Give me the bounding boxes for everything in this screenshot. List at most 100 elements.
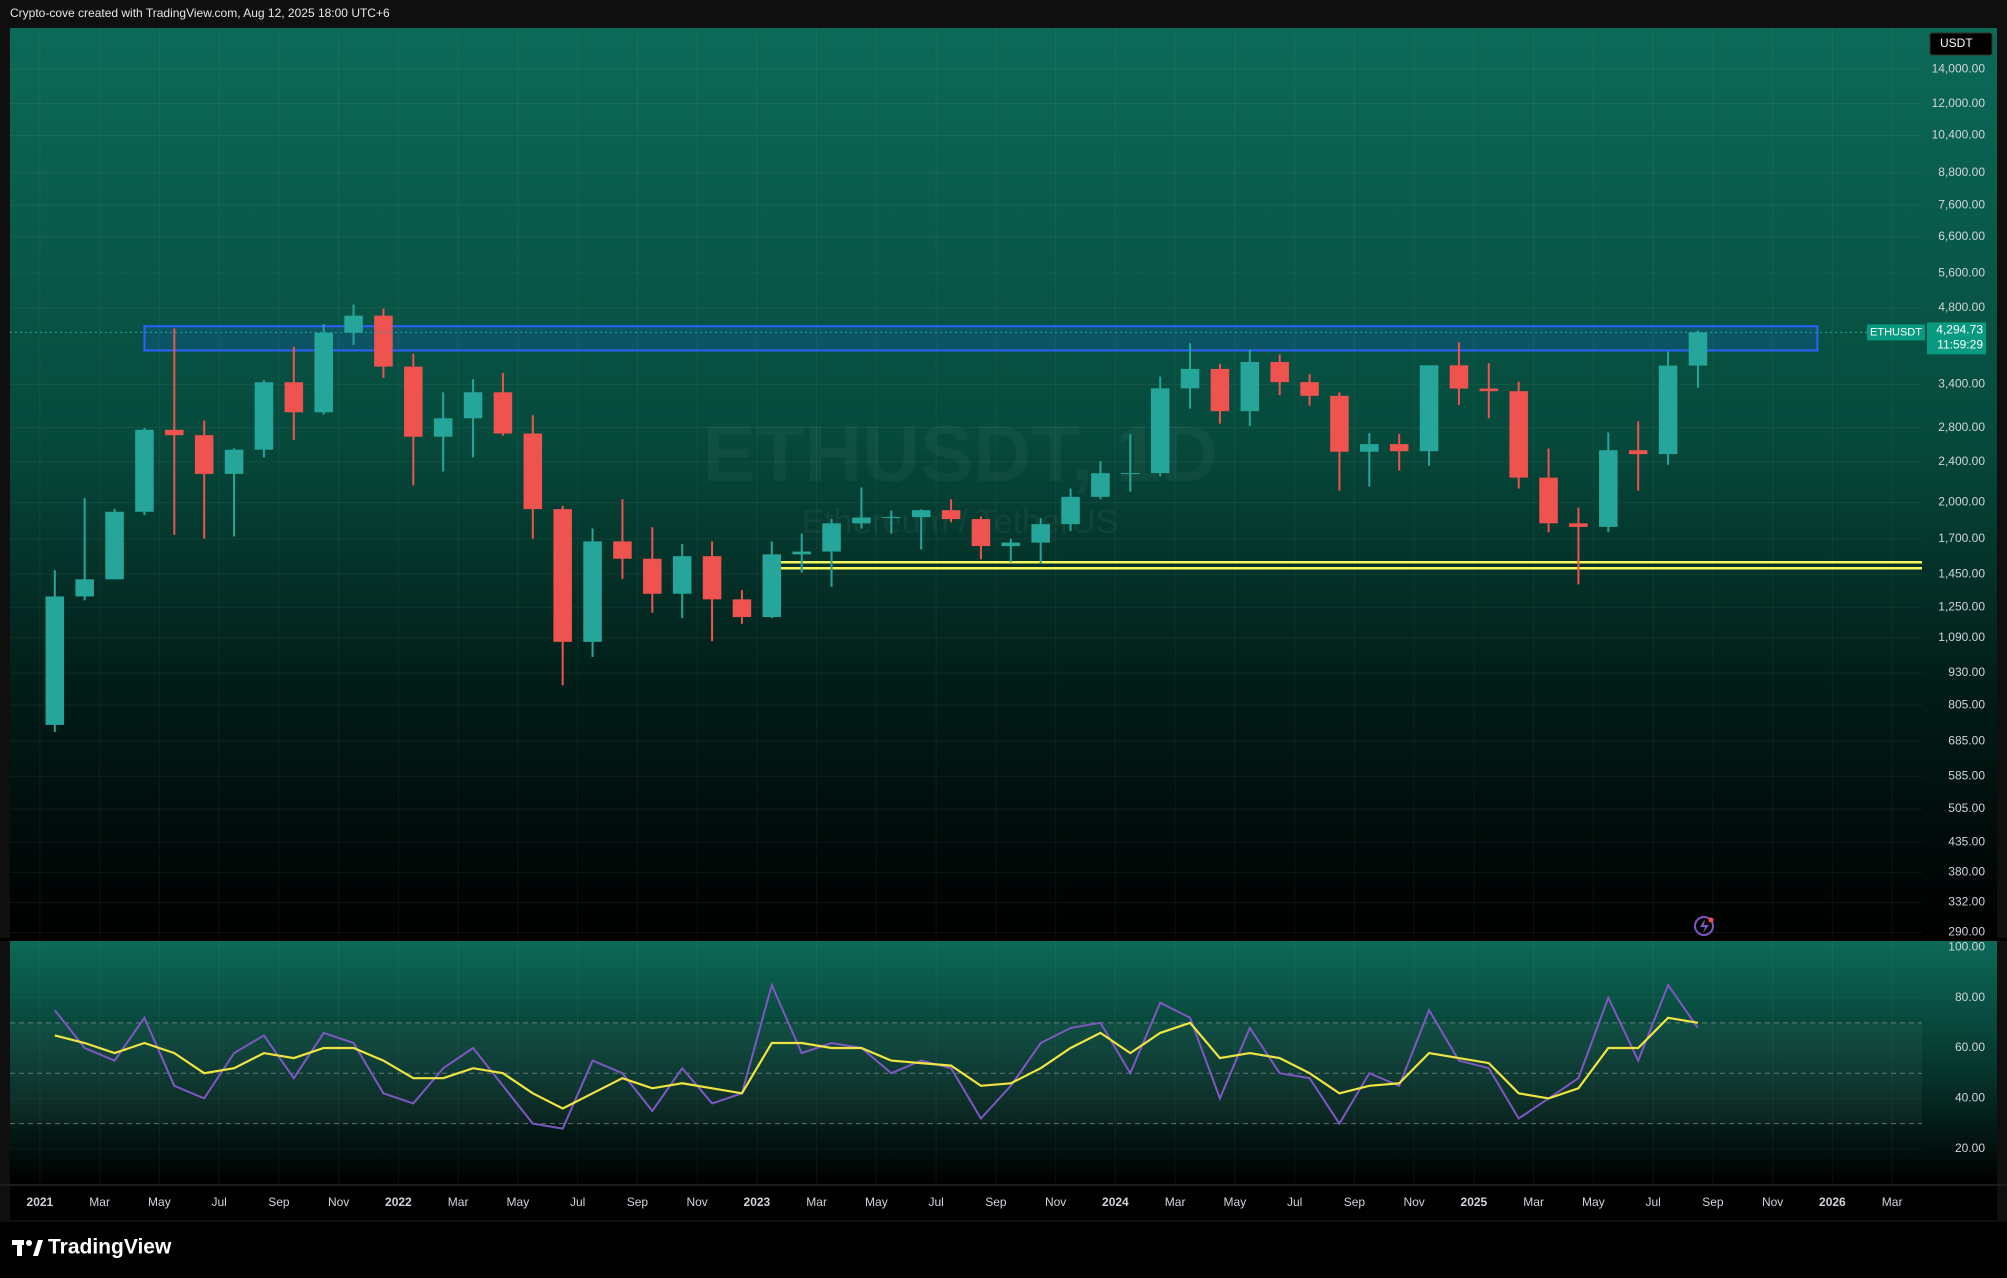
y-tick-label: 12,000.00 bbox=[1932, 96, 1986, 110]
header-title: Crypto-cove created with TradingView.com… bbox=[10, 6, 390, 20]
x-tick-label: Jul bbox=[1287, 1195, 1302, 1209]
candle-body bbox=[613, 541, 632, 559]
x-tick-label: May bbox=[507, 1195, 530, 1209]
rsi-line bbox=[54, 1016, 1699, 1110]
x-tick-label: 2025 bbox=[1461, 1195, 1488, 1209]
candle-body bbox=[583, 541, 602, 642]
rsi-tick-label: 60.00 bbox=[1955, 1040, 1985, 1054]
candle-body bbox=[1509, 391, 1528, 478]
x-tick-label: May bbox=[1224, 1195, 1247, 1209]
y-tick-label: 505.00 bbox=[1948, 801, 1985, 815]
candle-body bbox=[1270, 361, 1289, 383]
y-tick-label: 2,000.00 bbox=[1938, 495, 1985, 509]
price-pane bbox=[10, 28, 1997, 938]
candle-body bbox=[75, 579, 94, 597]
candle-body bbox=[1210, 368, 1230, 412]
candle-body bbox=[822, 523, 841, 552]
footer-bar bbox=[0, 1222, 2007, 1278]
candle-body bbox=[1389, 444, 1409, 452]
x-tick-label: Mar bbox=[1165, 1195, 1186, 1209]
y-tick-label: 332.00 bbox=[1948, 895, 1985, 909]
x-tick-label: Mar bbox=[1523, 1195, 1544, 1209]
candle-body bbox=[1419, 365, 1439, 452]
x-tick-label: Nov bbox=[1762, 1195, 1783, 1209]
price-plot: ETHUSDT, 1D Ethereum / TetherUS bbox=[10, 304, 1922, 732]
rsi-tick-label: 80.00 bbox=[1955, 990, 1985, 1004]
y-tick-label: 1,250.00 bbox=[1938, 599, 1985, 613]
y-tick-label: 585.00 bbox=[1948, 768, 1985, 782]
candle-body bbox=[1688, 332, 1708, 366]
candle-body bbox=[941, 510, 961, 520]
x-tick-label: Jul bbox=[211, 1195, 226, 1209]
candle-body bbox=[1569, 523, 1588, 527]
candle-body bbox=[1091, 473, 1110, 497]
candle-body bbox=[971, 519, 991, 547]
x-tick-label: 2026 bbox=[1819, 1195, 1846, 1209]
x-tick-label: Sep bbox=[1344, 1195, 1366, 1209]
rsi-plot bbox=[10, 982, 1922, 1130]
brand-name: TradingView bbox=[48, 1236, 172, 1259]
x-tick-label: 2024 bbox=[1102, 1195, 1129, 1209]
rsi-pane bbox=[10, 941, 1997, 1184]
x-tick-label: Mar bbox=[89, 1195, 110, 1209]
x-tick-label: Sep bbox=[268, 1195, 290, 1209]
x-tick-label: 2021 bbox=[27, 1195, 54, 1209]
candle-body bbox=[762, 554, 782, 618]
candle-body bbox=[1449, 365, 1469, 389]
y-tick-label: 14,000.00 bbox=[1932, 61, 1986, 75]
x-tick-label: Jul bbox=[1645, 1195, 1660, 1209]
candle-body bbox=[344, 315, 363, 333]
candle-body bbox=[433, 418, 453, 437]
countdown: 11:59:29 bbox=[1937, 338, 1983, 352]
candle-body bbox=[1300, 382, 1319, 396]
candle-body bbox=[1330, 395, 1349, 452]
x-tick-label: Mar bbox=[1882, 1195, 1903, 1209]
candle-body bbox=[165, 429, 184, 436]
candle-body bbox=[732, 599, 752, 618]
last-price-label: 4,294.73 bbox=[1936, 323, 1983, 337]
y-tick-label: 1,700.00 bbox=[1938, 531, 1985, 545]
y-tick-label: 2,400.00 bbox=[1938, 454, 1985, 468]
x-tick-label: Sep bbox=[1702, 1195, 1724, 1209]
candle-body bbox=[1001, 542, 1021, 547]
y-tick-label: 5,600.00 bbox=[1938, 265, 1985, 279]
candle-body bbox=[643, 558, 662, 594]
candle-body bbox=[374, 315, 393, 367]
candle-body bbox=[1658, 365, 1678, 455]
candle-body bbox=[135, 429, 154, 512]
candle-body bbox=[523, 433, 543, 510]
candle-body bbox=[1360, 444, 1379, 452]
candle-body bbox=[1240, 361, 1260, 412]
y-tick-label: 1,090.00 bbox=[1938, 630, 1985, 644]
y-tick-label: 4,800.00 bbox=[1938, 300, 1985, 314]
y-tick-label: 10,400.00 bbox=[1932, 128, 1986, 142]
brand-logo bbox=[12, 1240, 43, 1256]
x-tick-label: May bbox=[1582, 1195, 1605, 1209]
candle-body bbox=[45, 596, 65, 725]
x-tick-label: Nov bbox=[686, 1195, 707, 1209]
x-tick-label: May bbox=[865, 1195, 888, 1209]
candle-body bbox=[1180, 368, 1200, 389]
y-tick-label: 685.00 bbox=[1948, 733, 1985, 747]
rsi-tick-label: 100.00 bbox=[1948, 939, 1985, 953]
candle-body bbox=[1599, 450, 1618, 527]
currency-box bbox=[1929, 32, 1993, 56]
y-tick-label: 380.00 bbox=[1948, 865, 1985, 879]
candle-body bbox=[254, 382, 274, 450]
x-tick-label: Nov bbox=[1403, 1195, 1424, 1209]
candle-body bbox=[1061, 496, 1080, 525]
y-tick-label: 805.00 bbox=[1948, 697, 1985, 711]
candle-body bbox=[493, 392, 513, 434]
candle-body bbox=[1150, 388, 1170, 474]
x-tick-label: Sep bbox=[627, 1195, 649, 1209]
x-tick-label: Sep bbox=[985, 1195, 1007, 1209]
symbol-label: ETHUSDT bbox=[1870, 326, 1922, 338]
candle-body bbox=[702, 556, 722, 600]
time-labels: 2021 Mar May Jul Sep Nov 2022 Mar May Jul Sep Nov 20… bbox=[27, 1195, 1903, 1209]
last-price-box bbox=[1927, 322, 1986, 355]
x-tick-label: Mar bbox=[448, 1195, 469, 1209]
rsi-tick-label: 20.00 bbox=[1955, 1141, 1985, 1155]
candle-body bbox=[284, 382, 304, 413]
rsi-tick-label: 40.00 bbox=[1955, 1091, 1985, 1105]
